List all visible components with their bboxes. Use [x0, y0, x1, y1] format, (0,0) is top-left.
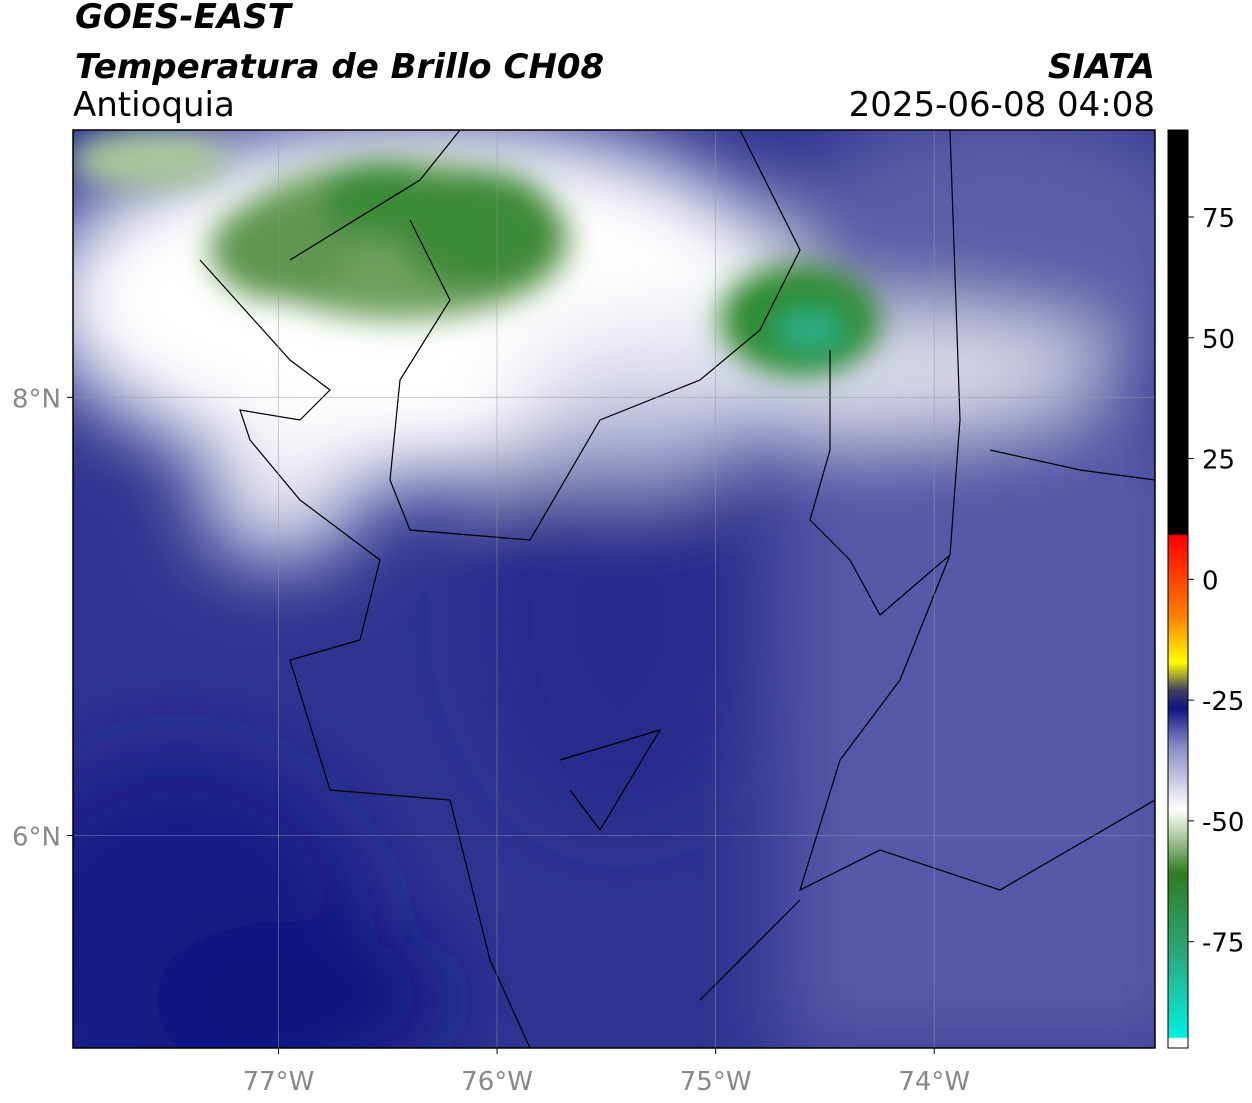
- region: Antioquia: [73, 85, 235, 125]
- x-tick-label: 77°W: [243, 1067, 315, 1097]
- gridlines: [73, 130, 1155, 1048]
- source: SIATA: [1048, 47, 1155, 87]
- x-tick-label: 76°W: [461, 1067, 533, 1097]
- datetime: 2025-06-08 04:08: [849, 85, 1155, 125]
- colorbar-label: 75: [1202, 204, 1235, 234]
- y-tick-label: 6°N: [12, 822, 61, 852]
- colorbar-label: 0: [1202, 566, 1219, 596]
- boundaries: [199, 130, 1155, 1048]
- colorbar-label: -75: [1202, 929, 1244, 959]
- subtitle: Temperatura de Brillo CH08: [75, 47, 604, 87]
- colorbar: [1167, 129, 1189, 1049]
- colorbar-label: 25: [1202, 446, 1235, 476]
- colorbar-label: -25: [1202, 687, 1244, 717]
- satellite-image: [73, 130, 1155, 1048]
- labels: 77°W 76°W 75°W 74°W 8°N 6°N 75 50 25 0 -25 -50 -75: [12, 204, 1244, 1097]
- colorbar-label: -50: [1202, 808, 1244, 838]
- map-frame: [72, 129, 1156, 1049]
- x-tick-label: 74°W: [898, 1067, 970, 1097]
- colorbar-label: 50: [1202, 325, 1235, 355]
- x-tick-label: 75°W: [680, 1067, 752, 1097]
- y-tick-label: 8°N: [12, 384, 61, 414]
- title: GOES-EAST: [75, 0, 294, 37]
